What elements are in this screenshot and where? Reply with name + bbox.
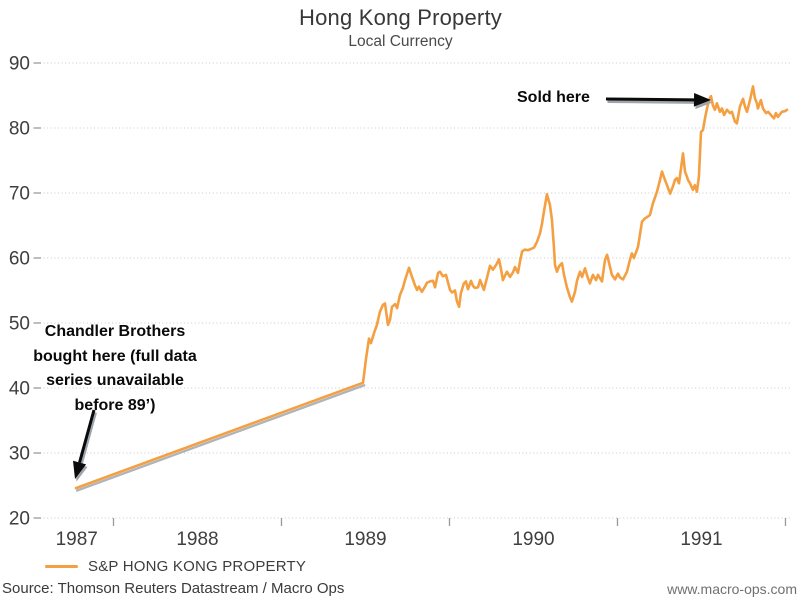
y-axis-label: 50 <box>9 314 30 335</box>
x-axis-label: 1991 <box>680 529 722 550</box>
source-attribution: Source: Thomson Reuters Datastream / Mac… <box>2 580 345 597</box>
annotation-bought-line2: bought here (full data <box>33 347 197 365</box>
annotation-sold-here: Sold here <box>517 89 590 106</box>
y-axis-labels: 20 30 40 50 60 70 80 90 <box>9 54 30 530</box>
sold-arrow-shaft <box>605 97 695 102</box>
y-axis-label: 80 <box>9 119 30 140</box>
legend-line-swatch <box>45 564 78 569</box>
y-axis-label: 70 <box>9 184 30 205</box>
x-axis-ticks <box>112 518 787 526</box>
bought-arrow <box>73 409 96 479</box>
legend: S&P HONG KONG PROPERTY <box>45 558 306 575</box>
x-axis-label: 1987 <box>56 529 98 550</box>
sold-arrow-shadow-shaft <box>607 100 696 104</box>
y-axis-label: 30 <box>9 444 30 465</box>
y-axis-label: 60 <box>9 249 30 270</box>
legend-label: S&P HONG KONG PROPERTY <box>88 558 307 575</box>
bought-arrow-shaft <box>78 409 96 464</box>
y-axis-label: 40 <box>9 379 30 400</box>
annotation-bought-here: Chandler Brothers bought here (full data… <box>22 320 208 418</box>
x-axis-label: 1990 <box>512 529 554 550</box>
chart-title: Hong Kong Property <box>299 5 502 30</box>
chart-subtitle: Local Currency <box>348 33 453 50</box>
gridlines <box>33 62 790 519</box>
sold-arrow <box>605 93 711 107</box>
annotation-bought-line3: series unavailable <box>46 372 184 389</box>
y-axis-label: 20 <box>9 509 30 530</box>
annotation-bought-line4: before 89’) <box>74 396 156 414</box>
x-axis-label: 1989 <box>344 529 386 550</box>
y-axis-label: 90 <box>9 54 30 75</box>
price-line <box>74 85 789 490</box>
interpolated-segment-shadow <box>75 384 366 492</box>
x-axis-label: 1988 <box>176 529 218 550</box>
bought-arrow-shadow-shaft <box>79 412 97 466</box>
bought-arrow-head <box>73 460 87 479</box>
sold-arrow-head <box>693 93 711 107</box>
website-url: www.macro-ops.com <box>667 581 797 597</box>
annotation-bought-line1: Chandler Brothers <box>44 323 186 340</box>
x-axis-labels: 1987 1988 1989 1990 1991 <box>56 529 723 550</box>
